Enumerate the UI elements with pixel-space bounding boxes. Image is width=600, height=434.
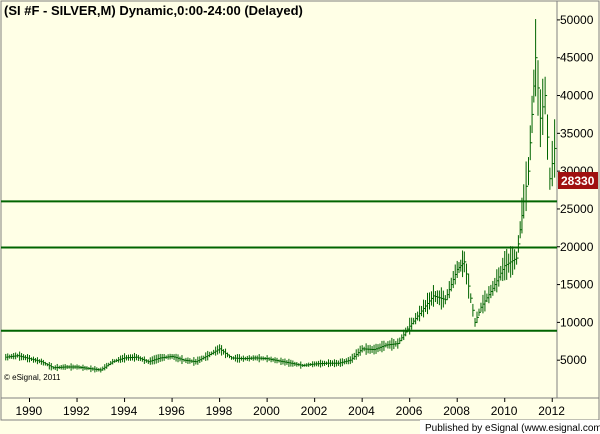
x-tick-label: 2004 <box>348 404 375 418</box>
y-tick-label: 35000 <box>560 126 594 140</box>
x-tick-label: 1990 <box>16 404 43 418</box>
last-value-label: 28330 <box>561 174 595 188</box>
x-tick-label: 1992 <box>63 404 90 418</box>
x-axis-panel <box>0 397 600 421</box>
footer-bar <box>420 420 600 434</box>
support-lines <box>1 200 557 332</box>
last-value-box <box>558 172 598 189</box>
y-tick-label: 40000 <box>560 89 594 103</box>
y-tick-label: 25000 <box>560 202 594 216</box>
y-tick-label: 5000 <box>560 353 587 367</box>
last-value-badge: 28330 <box>558 172 598 189</box>
y-tick-label: 20000 <box>560 240 594 254</box>
y-tick-label: 15000 <box>560 278 594 292</box>
y-tick-label: 50000 <box>560 13 594 27</box>
x-tick-label: 2002 <box>301 404 328 418</box>
y-tick-label: 45000 <box>560 51 594 65</box>
y-tick-label: 10000 <box>560 315 594 329</box>
y-axis-panel <box>556 0 600 399</box>
x-tick-label: 1996 <box>158 404 185 418</box>
x-tick-label: 2008 <box>443 404 470 418</box>
x-axis-ticks: 1990 1992 1994 1996 1998 2000 2002 2004 2006 2008… <box>16 398 565 418</box>
x-tick-label: 2010 <box>491 404 518 418</box>
x-tick-label: 2012 <box>538 404 565 418</box>
x-tick-label: 1994 <box>111 404 138 418</box>
y-axis-ticks: 5000045000400003500030000250002000015000… <box>557 13 594 367</box>
x-tick-label: 2000 <box>253 404 280 418</box>
x-tick-label: 2006 <box>396 404 423 418</box>
footer-label: Published by eSignal (www.esignal.com) <box>425 423 600 434</box>
price-bars <box>5 19 557 373</box>
plot-area <box>0 0 558 399</box>
watermark: © eSignal, 2011 <box>4 373 61 382</box>
x-tick-label: 1998 <box>206 404 233 418</box>
chart-title: (SI #F - SILVER,M) Dynamic,0:00-24:00 (D… <box>4 3 303 18</box>
